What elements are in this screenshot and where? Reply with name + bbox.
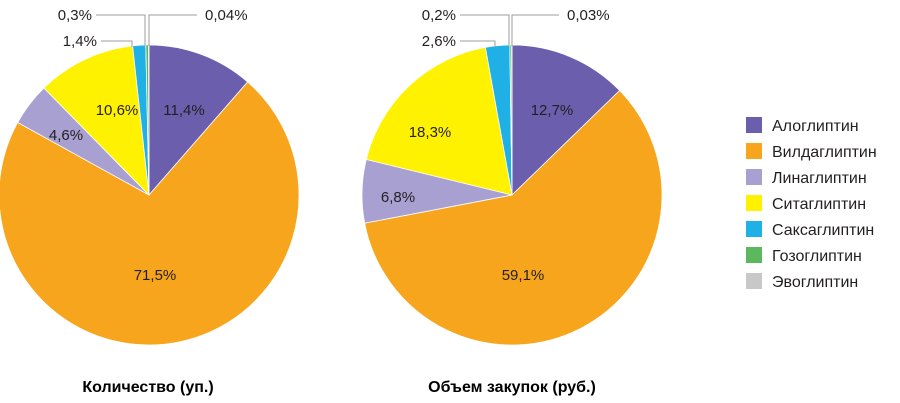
pie-title-quantity: Количество (уп.) xyxy=(82,379,213,396)
pie-slice-1 xyxy=(148,44,249,197)
pie-slice-4 xyxy=(365,46,513,196)
pie-slice-1 xyxy=(511,44,621,196)
pie-slice-4 xyxy=(43,45,150,197)
leader-line-7 xyxy=(511,14,559,46)
legend-label-6: Гозоглиптин xyxy=(772,248,862,265)
legend-swatch-6 xyxy=(746,247,762,263)
slice-label-7: 0,04% xyxy=(205,7,248,24)
legend-swatch-5 xyxy=(746,221,762,237)
legend-swatch-2 xyxy=(746,143,762,159)
legend-swatch-4 xyxy=(746,195,762,211)
legend-label-1: Алоглиптин xyxy=(772,118,859,135)
slice-label-7: 0,03% xyxy=(567,7,610,24)
slice-label-3: 6,8% xyxy=(381,189,415,206)
legend-swatch-1 xyxy=(746,117,762,133)
slice-label-4: 18,3% xyxy=(409,124,452,141)
slice-label-6: 0,2% xyxy=(422,7,456,24)
pie-chart-quantity: 11,4% 71,5% 4,6% 10,6% 1,4% 0,3% 0,04% xyxy=(0,7,300,346)
pie-title-purchase-volume: Объем закупок (руб.) xyxy=(428,379,596,396)
slice-label-2: 59,1% xyxy=(502,267,545,284)
legend-label-3: Линаглиптин xyxy=(772,170,867,187)
slice-label-4: 10,6% xyxy=(96,102,139,119)
pie-chart-purchase-volume: 12,7% 59,1% 6,8% 18,3% 2,6% 0,2% 0,03% xyxy=(361,7,663,346)
slice-label-1: 12,7% xyxy=(531,102,574,119)
pie-slice-2 xyxy=(364,89,663,346)
slice-label-5: 2,6% xyxy=(422,33,456,50)
leader-line-5 xyxy=(460,40,496,47)
legend-label-5: Саксаглиптин xyxy=(772,222,874,239)
slice-label-1: 11,4% xyxy=(163,102,204,119)
legend-swatch-7 xyxy=(746,273,762,289)
leader-line-5 xyxy=(101,40,133,47)
legend-label-2: Вилдаглиптин xyxy=(772,144,877,161)
slice-label-6: 0,3% xyxy=(58,7,92,24)
slice-label-2: 71,5% xyxy=(134,267,177,284)
slice-label-5: 1,4% xyxy=(63,33,97,50)
slice-label-3: 4,6% xyxy=(49,127,83,144)
leader-line-7 xyxy=(148,14,197,46)
leader-line-6 xyxy=(460,14,510,46)
legend-swatch-3 xyxy=(746,169,762,185)
legend-label-4: Ситаглиптин xyxy=(772,196,866,213)
leader-line-6 xyxy=(96,14,146,46)
legend-label-7: Эвоглиптин xyxy=(772,274,858,291)
legend: Алоглиптин Вилдаглиптин Линаглиптин Ситагли… xyxy=(746,117,877,291)
pie-slice-2 xyxy=(0,81,300,346)
